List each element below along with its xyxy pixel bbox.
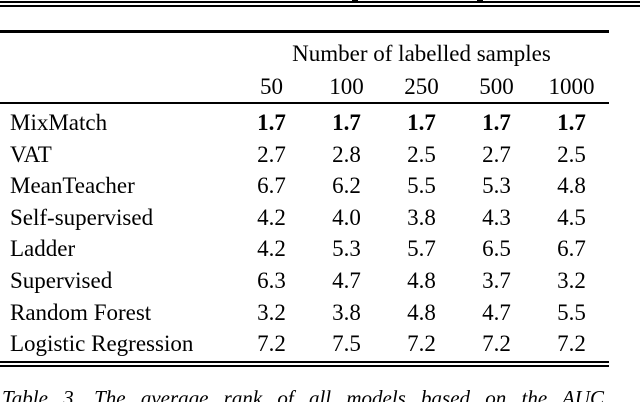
cell-value: 2.7	[482, 141, 511, 167]
cell-value: 7.2	[557, 331, 586, 357]
cell-value: 4.3	[482, 204, 511, 230]
cell-value: 4.0	[332, 204, 361, 230]
row-label: MeanTeacher	[10, 173, 135, 199]
cell-value: 3.8	[332, 299, 361, 325]
cell-value: 5.5	[557, 299, 586, 325]
cell-value: 6.2	[332, 173, 361, 199]
table-row: Random Forest 3.2 3.8 4.8 4.7 5.5	[10, 297, 609, 329]
cell-value: 4.8	[407, 267, 436, 293]
cell-value: 3.7	[482, 267, 511, 293]
cell-value: 1.7	[332, 110, 361, 135]
cell-value: 4.2	[257, 204, 286, 230]
row-label: Ladder	[10, 236, 76, 262]
cropped-double-rule-lower	[0, 4, 640, 8]
table-row: MeanTeacher 6.7 6.2 5.5 5.3 4.8	[10, 170, 609, 202]
table-header-group-row: Number of labelled samples	[10, 38, 609, 70]
cell-value: 2.5	[407, 141, 436, 167]
column-group-header: Number of labelled samples	[292, 41, 551, 66]
cell-value: 4.7	[482, 299, 511, 325]
cell-value: 4.7	[332, 267, 361, 293]
cell-value: 6.7	[557, 236, 586, 262]
cell-value: 5.3	[332, 236, 361, 262]
row-label: Self-supervised	[10, 204, 154, 230]
header-spacer	[10, 38, 234, 70]
table-row: MixMatch 1.7 1.7 1.7 1.7 1.7	[10, 107, 609, 139]
cell-value: 5.7	[407, 236, 436, 262]
column-header: 1000	[548, 74, 595, 99]
row-label: Random Forest	[10, 299, 152, 325]
cropped-double-rule-upper	[0, 1, 640, 4]
cell-value: 4.2	[257, 236, 286, 262]
cell-value: 6.5	[482, 236, 511, 262]
table-column-header-row: 50 100 250 500 1000	[10, 70, 609, 103]
table-body: MixMatch 1.7 1.7 1.7 1.7 1.7 VAT 2.7 2.8…	[10, 107, 609, 360]
column-header: 500	[479, 74, 514, 99]
cell-value: 7.2	[482, 331, 511, 357]
header-spacer	[10, 70, 234, 103]
table-caption: Table 3. The average rank of all models …	[2, 385, 604, 402]
cell-value: 3.8	[407, 204, 436, 230]
table-rule-header	[0, 102, 609, 105]
cell-value: 5.5	[407, 173, 436, 199]
results-table: Number of labelled samples 50 100 250 50…	[10, 38, 609, 360]
cell-value: 4.5	[557, 204, 586, 230]
column-header: 250	[404, 74, 439, 99]
table-rule-bottom-lower	[0, 364, 609, 367]
cell-value: 3.2	[557, 267, 586, 293]
cell-value: 4.8	[407, 299, 436, 325]
cell-value: 1.7	[257, 110, 286, 135]
column-header: 50	[260, 74, 283, 99]
cell-value: 6.3	[257, 267, 286, 293]
cell-value: 3.2	[257, 299, 286, 325]
cell-value: 2.7	[257, 141, 286, 167]
table-row: Ladder 4.2 5.3 5.7 6.5 6.7	[10, 233, 609, 265]
table-row: Supervised 6.3 4.7 4.8 3.7 3.2	[10, 265, 609, 297]
cell-value: 2.8	[332, 141, 361, 167]
cell-value: 7.5	[332, 331, 361, 357]
row-label: MixMatch	[10, 110, 108, 135]
cell-value: 7.2	[407, 331, 436, 357]
table-row: VAT 2.7 2.8 2.5 2.7 2.5	[10, 139, 609, 171]
table-rule-top	[0, 30, 609, 33]
cell-value: 4.8	[557, 173, 586, 199]
cell-value: 5.3	[482, 173, 511, 199]
table-rule-bottom-upper	[0, 361, 609, 364]
cell-value: 2.5	[557, 141, 586, 167]
cell-value: 6.7	[257, 173, 286, 199]
column-header: 100	[329, 74, 364, 99]
table-row: Logistic Regression 7.2 7.5 7.2 7.2 7.2	[10, 328, 609, 360]
cell-value: 7.2	[257, 331, 286, 357]
row-label: VAT	[10, 141, 52, 167]
row-label: Supervised	[10, 267, 113, 293]
cell-value: 1.7	[557, 110, 586, 135]
cell-value: 1.7	[407, 110, 436, 135]
row-label: Logistic Regression	[10, 331, 194, 357]
cell-value: 1.7	[482, 110, 511, 135]
table-row: Self-supervised 4.2 4.0 3.8 4.3 4.5	[10, 202, 609, 234]
